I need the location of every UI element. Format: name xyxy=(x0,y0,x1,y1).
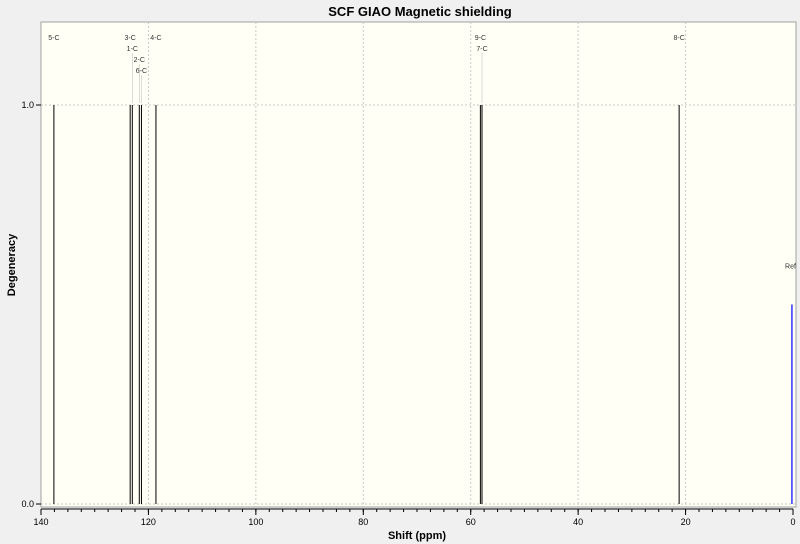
x-tick-label: 20 xyxy=(681,517,691,527)
plot-area xyxy=(40,21,797,508)
x-tick-label: 100 xyxy=(248,517,263,527)
reference-label: Ref xyxy=(785,264,796,271)
chart-title: SCF GIAO Magnetic shielding xyxy=(328,4,512,19)
peak-label: 7-C xyxy=(476,46,487,53)
x-tick-label: 120 xyxy=(141,517,156,527)
peak-label: 6-C xyxy=(136,68,147,75)
y-tick-label: 1.0 xyxy=(21,100,34,110)
peak-label: 3-C xyxy=(125,35,136,42)
peak-label: 4-C xyxy=(150,35,161,42)
peak-label: 9-C xyxy=(475,35,486,42)
peak-label: 8-C xyxy=(673,35,684,42)
x-tick-label: 40 xyxy=(573,517,583,527)
peak-label: 2-C xyxy=(134,57,145,64)
x-tick-label: 140 xyxy=(33,517,48,527)
x-tick-label: 0 xyxy=(790,517,795,527)
peak-label: 1-C xyxy=(127,46,138,53)
y-tick-label: 0.0 xyxy=(21,499,34,509)
peak-label: 5-C xyxy=(48,35,59,42)
x-axis-label: Shift (ppm) xyxy=(388,530,446,542)
y-axis-label: Degeneracy xyxy=(6,233,18,296)
x-tick-label: 60 xyxy=(466,517,476,527)
x-tick-label: 80 xyxy=(358,517,368,527)
